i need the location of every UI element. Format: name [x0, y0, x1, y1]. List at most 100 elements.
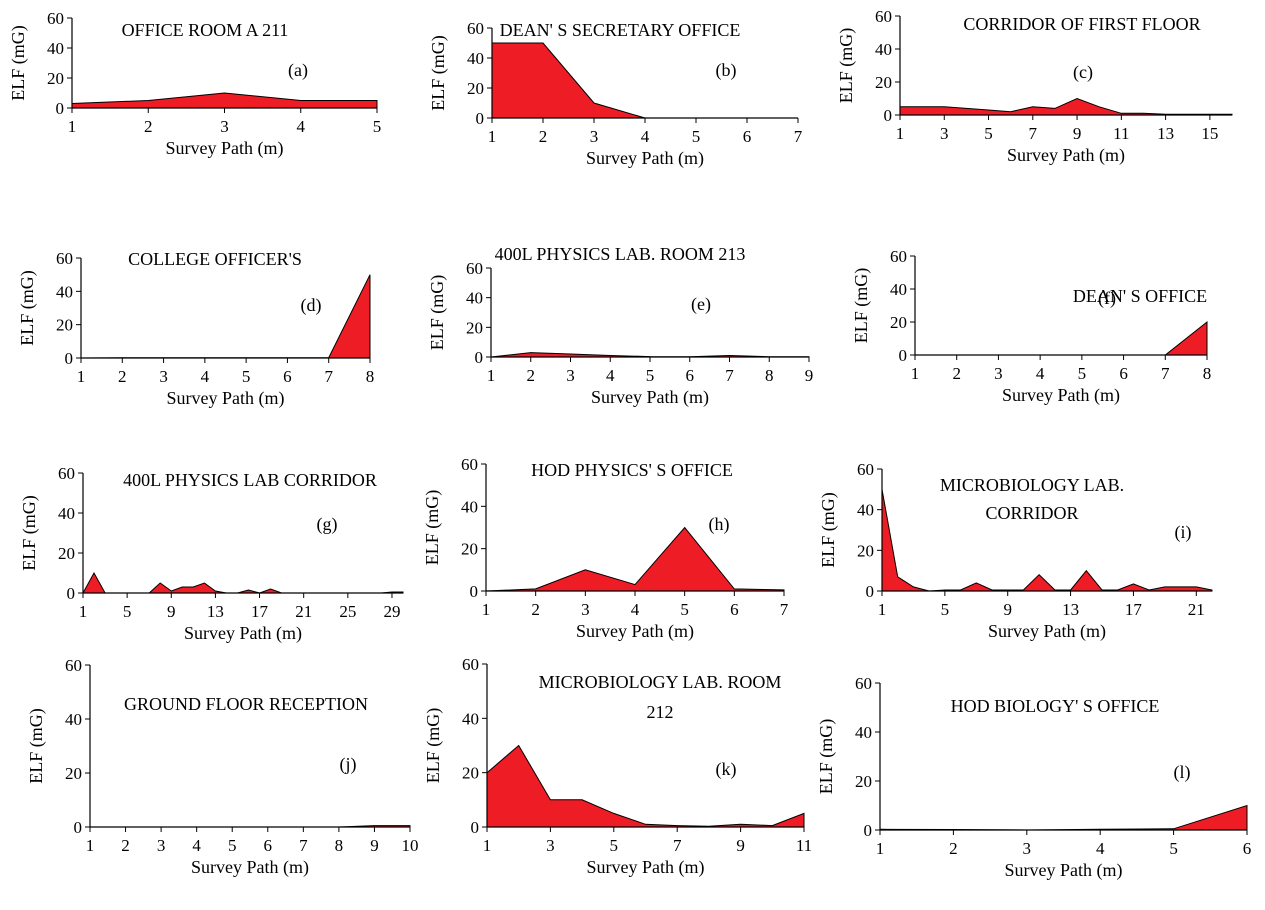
- y-tick-label: 40: [58, 504, 75, 523]
- x-tick-label: 17: [251, 602, 269, 621]
- x-tick-label: 7: [673, 836, 682, 855]
- x-tick-label: 25: [339, 602, 356, 621]
- y-axis-label: ELF (mG): [19, 495, 40, 571]
- y-tick-label: 60: [461, 455, 478, 474]
- x-tick-label: 4: [631, 600, 640, 619]
- x-tick-label: 5: [1169, 839, 1178, 858]
- chart-title: DEAN' S OFFICE: [1073, 286, 1207, 306]
- panel-label: (a): [288, 60, 308, 81]
- x-tick-label: 2: [121, 836, 130, 855]
- y-tick-label: 40: [65, 710, 82, 729]
- x-tick-label: 8: [1203, 364, 1212, 383]
- x-tick-label: 6: [264, 836, 273, 855]
- panel-label: (g): [317, 514, 338, 535]
- x-tick-label: 3: [1023, 839, 1032, 858]
- x-tick-label: 7: [1161, 364, 1170, 383]
- chart-title: HOD PHYSICS' S OFFICE: [531, 460, 733, 480]
- x-axis-label: Survey Path (m): [591, 387, 709, 408]
- x-tick-label: 5: [610, 836, 619, 855]
- x-axis-label: Survey Path (m): [587, 857, 705, 878]
- y-axis-label: ELF (mG): [8, 25, 29, 101]
- x-tick-label: 7: [725, 366, 734, 385]
- x-tick-label: 2: [539, 127, 548, 146]
- x-axis-label: Survey Path (m): [1002, 385, 1120, 406]
- panel-label: (k): [716, 759, 737, 780]
- x-tick-label: 21: [295, 602, 312, 621]
- y-tick-label: 40: [56, 282, 73, 301]
- y-tick-label: 60: [56, 249, 73, 268]
- y-axis-label: ELF (mG): [26, 708, 47, 784]
- x-tick-label: 3: [581, 600, 590, 619]
- area-series: [491, 42, 798, 119]
- x-tick-label: 5: [123, 602, 132, 621]
- y-tick-label: 60: [467, 19, 484, 38]
- x-tick-label: 1: [77, 367, 86, 386]
- y-tick-label: 60: [857, 460, 874, 479]
- x-tick-label: 17: [1125, 600, 1143, 619]
- panel-label: (f): [1098, 288, 1116, 309]
- x-tick-label: 11: [796, 836, 812, 855]
- x-tick-label: 1: [79, 602, 88, 621]
- x-tick-label: 2: [949, 839, 958, 858]
- chart-title: 400L PHYSICS LAB. ROOM 213: [495, 244, 746, 264]
- panel-j: 0 20 40 60 1 2 3 4 5 6 7 8 9 10 Survey Path (m) ELF (mG…: [26, 656, 419, 878]
- y-tick-label: 60: [875, 7, 892, 26]
- y-tick-label: 60: [466, 259, 483, 278]
- x-axis-label: Survey Path (m): [1005, 860, 1123, 881]
- y-tick-label: 20: [466, 318, 483, 337]
- x-tick-label: 8: [366, 367, 375, 386]
- y-tick-label: 40: [890, 280, 907, 299]
- panel-a: 0 20 40 60 1 2 3 4 5 Survey Path (m) ELF (mG) OFFIC…: [8, 9, 381, 159]
- x-tick-label: 3: [590, 127, 599, 146]
- x-tick-label: 2: [144, 117, 153, 136]
- x-tick-label: 1: [68, 117, 77, 136]
- y-tick-label: 40: [857, 501, 874, 520]
- y-tick-label: 20: [855, 772, 872, 791]
- y-tick-label: 40: [462, 709, 479, 728]
- x-tick-label: 5: [1078, 364, 1087, 383]
- y-tick-label: 60: [855, 674, 872, 693]
- y-tick-label: 0: [65, 349, 74, 368]
- x-tick-label: 5: [984, 124, 993, 143]
- chart-title: DEAN' S SECRETARY OFFICE: [500, 20, 741, 40]
- area-series: [879, 804, 1248, 831]
- x-tick-label: 7: [780, 600, 789, 619]
- y-tick-label: 20: [875, 73, 892, 92]
- panel-label: (i): [1175, 522, 1192, 543]
- panel-label: (j): [340, 754, 357, 775]
- y-tick-label: 0: [866, 582, 875, 601]
- y-tick-label: 60: [462, 655, 479, 674]
- x-tick-label: 6: [1243, 839, 1252, 858]
- x-tick-label: 6: [743, 127, 752, 146]
- x-axis-label: Survey Path (m): [1007, 145, 1125, 166]
- panel-label: (e): [691, 294, 711, 315]
- chart-title: HOD BIOLOGY' S OFFICE: [951, 696, 1160, 716]
- x-tick-label: 13: [1157, 124, 1174, 143]
- x-tick-label: 4: [297, 117, 306, 136]
- x-tick-label: 3: [940, 124, 949, 143]
- y-tick-label: 20: [65, 764, 82, 783]
- panel-b: 0 20 40 60 1 2 3 4 5 6 7 Survey Path (m) ELF (mG) DEA…: [428, 19, 803, 169]
- y-tick-label: 40: [47, 39, 64, 58]
- x-tick-label: 6: [283, 367, 292, 386]
- x-axis-label: Survey Path (m): [191, 857, 309, 878]
- y-tick-label: 60: [890, 247, 907, 266]
- y-tick-label: 60: [65, 656, 82, 675]
- panel-label: (h): [709, 514, 730, 535]
- x-tick-label: 4: [192, 836, 201, 855]
- x-tick-label: 3: [220, 117, 229, 136]
- x-tick-label: 1: [896, 124, 905, 143]
- y-tick-label: 40: [466, 289, 483, 308]
- y-axis-label: ELF (mG): [423, 708, 444, 784]
- x-tick-label: 8: [335, 836, 344, 855]
- panel-label: (d): [301, 295, 322, 316]
- area-series: [881, 489, 1213, 592]
- panel-k: 0 20 40 60 1 3 5 7 9 11 Survey Path (m) ELF (mG) MIC…: [423, 655, 812, 878]
- y-tick-label: 40: [875, 40, 892, 59]
- y-tick-label: 0: [475, 348, 484, 367]
- x-tick-label: 2: [118, 367, 127, 386]
- x-tick-label: 5: [941, 600, 950, 619]
- x-tick-label: 1: [488, 127, 497, 146]
